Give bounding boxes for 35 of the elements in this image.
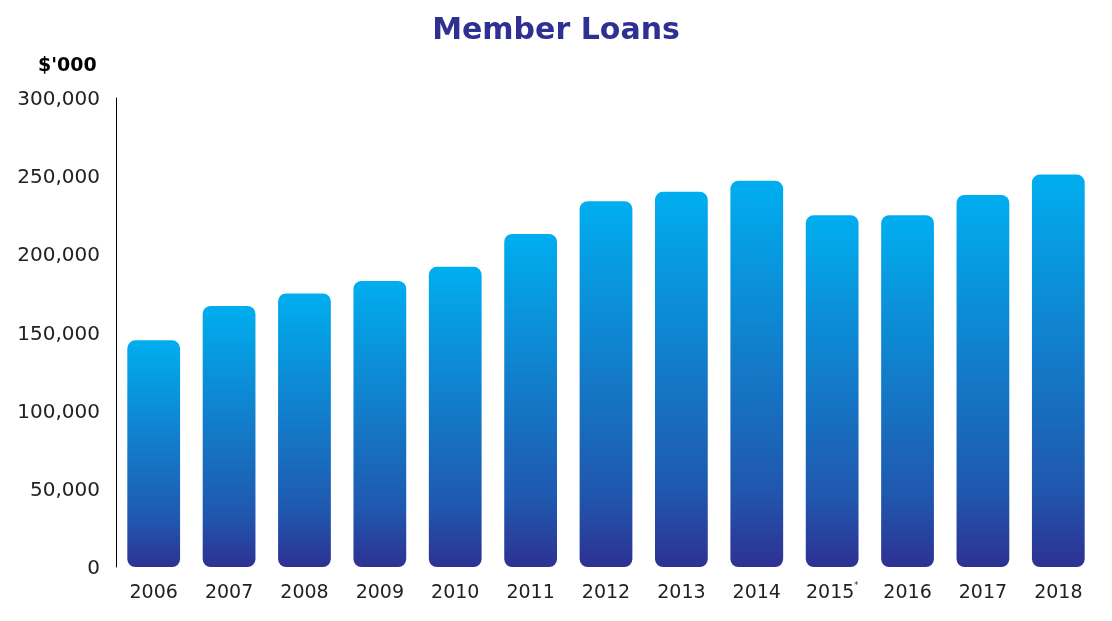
y-axis-title: $'000 bbox=[38, 52, 97, 75]
x-tick-label: 2018 bbox=[1034, 579, 1083, 602]
bar bbox=[579, 201, 633, 567]
bar bbox=[655, 191, 708, 567]
x-tick-label: 2017 bbox=[958, 579, 1008, 602]
y-tick-label: 300,000 bbox=[17, 86, 100, 110]
bar bbox=[956, 194, 1010, 567]
x-tick-label: 2011 bbox=[506, 579, 555, 602]
x-tick-label: 2008 bbox=[280, 579, 329, 602]
bar bbox=[504, 234, 557, 567]
bar bbox=[278, 293, 331, 567]
x-tick-label: 2007 bbox=[204, 579, 254, 602]
bar bbox=[805, 215, 859, 567]
y-tick-label: 100,000 bbox=[17, 398, 100, 423]
bar bbox=[353, 280, 407, 567]
bar bbox=[428, 266, 482, 567]
x-tick-label: 2014 bbox=[732, 579, 781, 602]
bar bbox=[730, 180, 784, 567]
y-tick-label: 0 bbox=[87, 555, 100, 579]
y-tick-label: 150,000 bbox=[17, 320, 100, 345]
x-tick-label: 2016 bbox=[883, 579, 932, 602]
bar bbox=[202, 305, 256, 567]
x-tick-label: 2012 bbox=[581, 579, 631, 602]
chart-title: Member Loans bbox=[432, 10, 680, 46]
bar bbox=[881, 215, 934, 567]
x-tick-label: 2010 bbox=[431, 579, 480, 602]
x-tick-label: 2015* bbox=[805, 580, 859, 602]
y-tick-label: 50,000 bbox=[30, 476, 100, 501]
x-tick-label: 2009 bbox=[355, 579, 405, 602]
x-tick-label: 2006 bbox=[129, 579, 178, 602]
x-tick-label: 2013 bbox=[657, 579, 706, 602]
bar bbox=[1031, 174, 1085, 567]
y-tick-label: 250,000 bbox=[17, 164, 100, 189]
bar bbox=[127, 340, 181, 567]
y-tick-label: 200,000 bbox=[17, 242, 100, 267]
